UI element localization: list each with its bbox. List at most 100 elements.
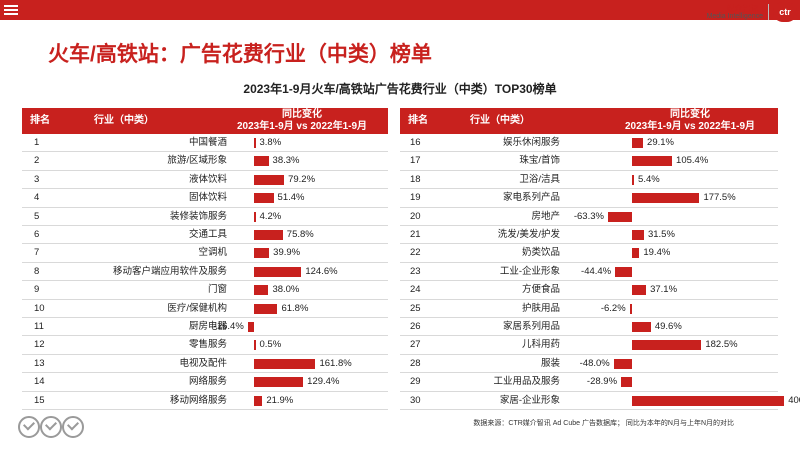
table-row: 3 液体饮料 79.2%: [22, 171, 388, 190]
table-row: 18 卫浴/洁具 5.4%: [400, 171, 778, 190]
change-value-label: -16.4%: [213, 321, 244, 332]
change-bar: [615, 266, 632, 277]
change-value-label: 79.2%: [288, 173, 316, 185]
rank-cell: 19: [410, 192, 421, 204]
industry-cell: 交通工具: [188, 229, 227, 240]
table-title: 2023年1-9月火车/高铁站广告花费行业（中类）TOP30榜单: [243, 82, 557, 96]
industry-cell: 工业用品及服务: [493, 376, 560, 388]
change-value-label: 19.4%: [643, 247, 671, 259]
table-row: 16 娱乐休闲服务 29.1%: [400, 134, 778, 153]
change-bar: [613, 358, 632, 369]
change-value-label: 75.8%: [286, 229, 314, 240]
industry-cell: 珠宝/首饰: [519, 155, 560, 167]
change-header: 同比变化 2023年1-9月 vs 2022年1-9月: [222, 109, 382, 135]
rank-cell: 23: [410, 265, 421, 277]
table-row: 9 门窗 38.0%: [22, 281, 388, 300]
table-header-left: 排名 行业（中类） 同比变化 2023年1-9月 vs 2022年1-9月: [22, 108, 388, 134]
rank-cell: 6: [34, 229, 40, 240]
change-value-label: 129.4%: [307, 376, 340, 388]
industry-cell: 房地产: [531, 210, 560, 222]
industry-cell: 工业-企业形象: [499, 265, 560, 277]
change-value-label: 37.1%: [650, 284, 678, 296]
table-row: 26 家居系列用品 49.6%: [400, 318, 778, 337]
change-bar: [254, 395, 263, 406]
rank-cell: 7: [34, 247, 40, 259]
change-value-label: 0.5%: [259, 339, 282, 351]
change-value-label: 177.5%: [703, 192, 736, 204]
change-bar: [254, 340, 256, 351]
rank-cell: 21: [410, 229, 421, 240]
industry-header: 行业（中类）: [470, 115, 530, 126]
industry-cell: 固体饮料: [188, 192, 227, 204]
change-value-label: 161.8%: [319, 357, 352, 369]
table-row: 19 家电系列产品 177.5%: [400, 189, 778, 208]
rank-cell: 17: [410, 155, 421, 167]
change-value-label: 61.8%: [281, 302, 309, 314]
rank-cell: 11: [34, 321, 44, 332]
change-value-label: 400.6%: [788, 394, 800, 406]
rank-cell: 16: [410, 137, 421, 148]
table-row: 7 空调机 39.9%: [22, 244, 388, 263]
change-bar: [621, 377, 632, 388]
industry-cell: 方便食品: [521, 284, 560, 296]
rank-cell: 18: [410, 173, 421, 185]
brand-name-cn: 媒介智讯 |: [726, 4, 763, 13]
industry-cell: 卫浴/洁具: [519, 173, 560, 185]
industry-cell: 家电系列产品: [502, 192, 560, 204]
industry-header: 行业（中类）: [94, 115, 154, 126]
change-value-label: 182.5%: [705, 339, 738, 351]
change-value-label: 124.6%: [305, 265, 338, 277]
change-value-label: 38.3%: [272, 155, 300, 167]
change-bar: [254, 285, 269, 296]
rank-cell: 30: [410, 394, 421, 406]
change-header-line2: 2023年1-9月 vs 2022年1-9月: [624, 121, 756, 132]
rank-cell: 26: [410, 321, 421, 332]
industry-cell: 装修装饰服务: [169, 210, 227, 222]
industry-cell: 护肤用品: [521, 302, 560, 314]
industry-cell: 移动网络服务: [169, 394, 227, 406]
table-row: 2 旅游/区域形象 38.3%: [22, 152, 388, 171]
industry-cell: 网络服务: [188, 376, 227, 388]
change-header-line2: 2023年1-9月 vs 2022年1-9月: [236, 121, 368, 132]
industry-cell: 空调机: [198, 247, 227, 259]
change-bar: [632, 248, 640, 259]
table-row: 5 装修装饰服务 4.2%: [22, 208, 388, 226]
industry-cell: 零售服务: [188, 339, 227, 351]
change-value-label: -28.9%: [586, 376, 618, 388]
change-bar: [254, 193, 274, 204]
change-value-label: 4.2%: [259, 210, 282, 222]
industry-cell: 家居系列用品: [502, 321, 560, 332]
table-row: 23 工业-企业形象 -44.4%: [400, 263, 778, 282]
rank-cell: 28: [410, 357, 421, 369]
rank-cell: 15: [34, 394, 45, 406]
rank-cell: 24: [410, 284, 421, 296]
table-row: 17 珠宝/首饰 105.4%: [400, 152, 778, 171]
industry-cell: 旅游/区域形象: [167, 155, 227, 167]
industry-cell: 电视及配件: [179, 357, 227, 369]
change-value-label: 21.9%: [266, 394, 294, 406]
menu-icon[interactable]: [4, 3, 18, 17]
ctr-logo: ctr: [773, 2, 797, 22]
change-bar: [254, 211, 256, 222]
table-row: 15 移动网络服务 21.9%: [22, 392, 388, 410]
change-value-label: 38.0%: [272, 284, 300, 296]
top-bar: [0, 0, 800, 20]
change-value-label: 49.6%: [654, 321, 682, 332]
change-bar: [254, 248, 270, 259]
change-bar: [632, 395, 785, 406]
rank-cell: 22: [410, 247, 421, 259]
rank-cell: 25: [410, 302, 421, 314]
rank-cell: 9: [34, 284, 40, 296]
certification-badge-icon: [62, 416, 84, 438]
table-row: 25 护肤用品 -6.2%: [400, 300, 778, 318]
certification-badge-icon: [40, 416, 62, 438]
rank-cell: 20: [410, 210, 421, 222]
table-row: 13 电视及配件 161.8%: [22, 355, 388, 374]
change-bar: [632, 193, 700, 204]
change-bar: [607, 211, 632, 222]
table-row: 22 奶类饮品 19.4%: [400, 244, 778, 263]
table-row: 21 洗发/美发/护发 31.5%: [400, 226, 778, 245]
change-value-label: -63.3%: [573, 210, 604, 222]
table-row: 20 房地产 -63.3%: [400, 208, 778, 226]
change-bar: [632, 174, 635, 185]
